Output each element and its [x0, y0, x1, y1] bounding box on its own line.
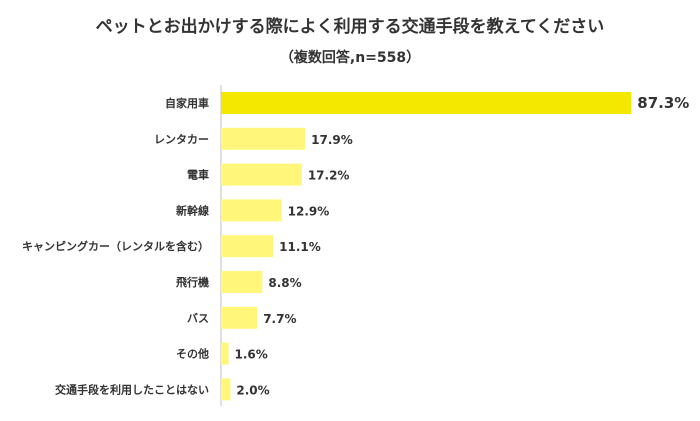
category-label: 交通手段を利用したことはない — [55, 382, 209, 396]
category-label: 自家用車 — [165, 96, 209, 110]
value-label: 12.9% — [288, 204, 330, 218]
value-label: 11.1% — [279, 240, 321, 254]
bar — [221, 306, 258, 329]
category-label: バス — [187, 312, 209, 325]
value-label: 17.2% — [308, 169, 350, 183]
bar — [221, 378, 231, 401]
bar — [221, 271, 263, 293]
bar — [221, 127, 306, 150]
bar — [221, 163, 302, 186]
category-label: 電車 — [187, 168, 209, 182]
value-label: 1.6% — [235, 348, 268, 362]
category-label: レンタカー — [154, 133, 209, 146]
value-label: 8.8% — [268, 276, 301, 290]
chart-title: ペットとお出かけする際によく利用する交通手段を教えてください — [95, 17, 605, 37]
chart-subtitle: （複数回答,n=558） — [279, 50, 421, 66]
bar — [221, 342, 229, 365]
value-label: 7.7% — [263, 312, 296, 326]
category-label: その他 — [176, 347, 209, 361]
value-label: 2.0% — [236, 383, 269, 397]
category-label: キャンピングカー（レンタルを含む） — [22, 239, 209, 253]
value-label: 17.9% — [311, 133, 353, 147]
category-label: 飛行機 — [175, 275, 209, 289]
bar — [221, 235, 274, 258]
value-label: 87.3% — [637, 94, 689, 112]
category-label: 新幹線 — [176, 203, 209, 217]
bar — [221, 92, 632, 114]
bar — [221, 199, 282, 222]
